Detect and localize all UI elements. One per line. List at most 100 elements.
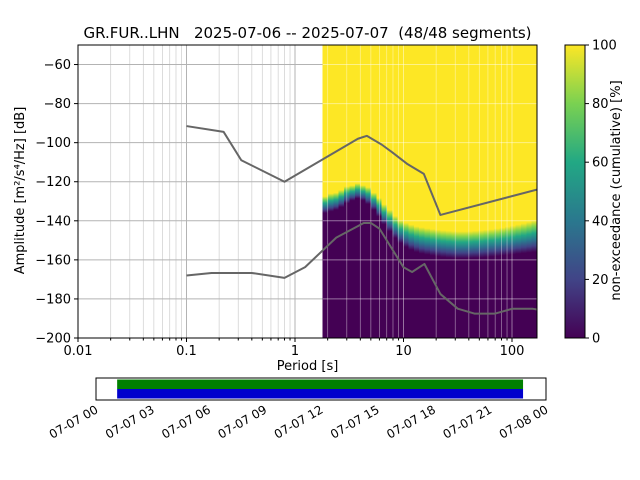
noise-model-curves [186, 125, 537, 315]
histogram-column-transition [483, 229, 490, 258]
histogram-column-high [333, 45, 340, 193]
y-tick-label: −80 [44, 97, 71, 112]
histogram-column-high [381, 45, 388, 205]
histogram-column-high [403, 45, 410, 223]
histogram-column-low [338, 207, 345, 338]
histogram-column-low [387, 231, 393, 338]
histogram-column-transition [338, 189, 345, 208]
timeline-coverage-bar: 07-07 00 07-07 03 07-07 06 07-07 09 07-07 12… [47, 377, 551, 442]
timeline-tick-label: 07-07 03 [103, 402, 157, 441]
histogram-column-transition [472, 230, 479, 258]
histogram-column-low [333, 209, 340, 338]
histogram-column-high [440, 45, 447, 231]
histogram-column-high [354, 45, 361, 184]
x-tick-label: 100 [500, 344, 525, 359]
histogram-column-transition [478, 230, 485, 258]
histogram-column-high [435, 45, 442, 230]
histogram-column-high [488, 45, 495, 230]
histogram-column-low [349, 200, 356, 338]
timeline-tick-label: 07-07 00 [47, 402, 101, 441]
histogram-column-high [322, 45, 329, 197]
histogram-column-low [515, 253, 522, 338]
timeline-tick-label: 07-07 18 [384, 402, 438, 441]
histogram-column-low [424, 254, 431, 338]
histogram-column-high [515, 45, 522, 225]
y-tick-label: −180 [35, 292, 71, 307]
histogram-column-low [510, 254, 517, 338]
histogram-column-low [360, 200, 367, 338]
colorbar-tick-label: 0 [592, 332, 600, 347]
histogram-column-low [488, 256, 495, 338]
histogram-column-high [413, 45, 420, 227]
histogram-column-transition [365, 187, 372, 205]
histogram-column-low [526, 252, 533, 338]
y-tick-label: −160 [35, 253, 71, 268]
histogram-column-low [429, 255, 436, 338]
colorbar-tick-label: 80 [592, 97, 609, 112]
histogram-column-low [408, 249, 415, 338]
histogram-column-transition [328, 193, 335, 212]
histogram-column-high [424, 45, 431, 229]
histogram-column-high [392, 45, 399, 216]
histogram-column-low [435, 256, 442, 338]
histogram-column-high [328, 45, 335, 194]
colorbar-tick-label: 40 [592, 214, 609, 229]
histogram-column-high [504, 45, 511, 227]
axes-frame-and-ticks: 0.01 0.1 1 10 100 −60 −80 −100 −120 −140 −160 −180 −… [35, 44, 538, 359]
histogram-column-high [408, 45, 415, 225]
histogram-column-high [520, 45, 527, 224]
histogram-column-low [381, 224, 388, 338]
histogram-column-transition [403, 222, 410, 247]
x-tick-label: 10 [395, 344, 412, 359]
histogram-column-high [445, 45, 452, 231]
timeline-coverage-bottom [117, 389, 524, 399]
histogram-column-low [472, 257, 479, 338]
colorbar-tick-label: 20 [592, 273, 609, 288]
histogram-column-transition [526, 221, 533, 253]
histogram-column-high [526, 45, 533, 222]
histogram-column-transition [424, 228, 431, 255]
x-tick-label: 1 [291, 344, 299, 359]
colorbar-tick-label: 60 [592, 156, 609, 171]
histogram-column-high [360, 45, 367, 186]
histogram-column-transition [445, 230, 452, 258]
histogram-column-low [520, 253, 527, 338]
histogram-column-high [344, 45, 351, 187]
histogram-column-low [397, 243, 404, 338]
histogram-column-transition [322, 196, 329, 213]
histogram-column-transition [440, 230, 447, 258]
histogram-column-high [365, 45, 372, 188]
histogram-column-low [354, 198, 361, 338]
histogram-column-low [322, 212, 329, 338]
colorbar: 0 20 40 60 80 100 [564, 39, 617, 347]
histogram-column-low [467, 258, 474, 338]
histogram-column-high [451, 45, 458, 232]
histogram-column-low [456, 258, 463, 338]
histogram-column-low [478, 257, 485, 338]
histogram-column-low [344, 203, 351, 338]
histogram-column-low [462, 258, 468, 338]
histogram-column-transition [510, 225, 517, 255]
histogram-column-low [413, 252, 420, 338]
histogram-column-transition [344, 186, 351, 204]
histogram-column-transition [504, 226, 511, 255]
histogram-column-high [472, 45, 479, 231]
histogram-column-transition [419, 227, 426, 254]
x-axis-label: Period [s] [276, 359, 339, 374]
histogram-column-transition [515, 224, 522, 254]
histogram-column-high [419, 45, 426, 228]
histogram-column-high [376, 45, 383, 198]
histogram-column-high [462, 45, 468, 232]
histogram-column-transition [397, 220, 404, 244]
histogram-column-transition [531, 220, 538, 253]
histogram-column-transition [462, 231, 468, 259]
histogram-column-high [499, 45, 506, 228]
histogram-column-transition [408, 224, 415, 250]
histogram-column-low [403, 246, 410, 338]
histogram-column-transition [451, 231, 458, 259]
histogram-column-transition [429, 229, 436, 256]
histogram-column-low [483, 257, 490, 338]
histogram-column-transition [494, 228, 501, 257]
